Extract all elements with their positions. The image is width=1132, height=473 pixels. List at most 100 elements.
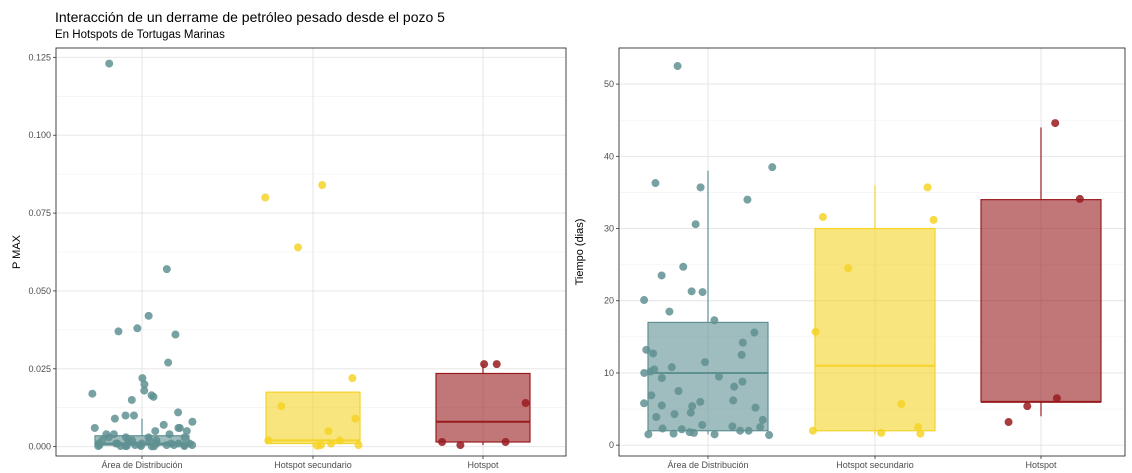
data-point — [171, 330, 180, 339]
x-tick-label: Área de Distribución — [667, 460, 748, 470]
data-point — [700, 358, 709, 367]
box-body — [435, 372, 531, 443]
data-point — [151, 427, 160, 436]
data-point — [729, 396, 738, 405]
box-body — [814, 227, 936, 432]
data-point — [501, 437, 510, 446]
data-point — [698, 288, 707, 297]
data-point — [679, 262, 688, 271]
x-tick-label: Hotspot — [1025, 460, 1057, 470]
data-point — [667, 363, 676, 372]
data-point — [652, 413, 661, 422]
data-point — [750, 328, 759, 337]
data-point — [686, 408, 695, 417]
data-point — [140, 380, 149, 389]
data-point — [669, 429, 678, 438]
data-point — [768, 163, 777, 172]
data-point — [165, 430, 174, 439]
data-point — [765, 431, 774, 440]
data-point — [121, 442, 130, 451]
data-point — [657, 271, 666, 280]
data-point — [710, 430, 719, 439]
data-point — [133, 324, 142, 333]
data-point — [758, 415, 767, 424]
data-point — [137, 442, 146, 451]
data-point — [710, 316, 719, 325]
data-point — [105, 59, 114, 68]
data-point — [658, 424, 667, 433]
data-point — [657, 374, 666, 383]
data-point — [674, 387, 683, 396]
data-point — [877, 428, 886, 437]
data-point — [751, 403, 760, 412]
data-point — [438, 437, 447, 446]
data-point — [90, 423, 99, 432]
panel-border — [55, 47, 567, 457]
data-point — [180, 433, 189, 442]
data-point — [327, 439, 336, 448]
data-point — [738, 338, 747, 347]
y-tick-label: 0.025 — [28, 364, 51, 374]
y-tick-label: 10 — [604, 368, 614, 378]
y-tick-label: 40 — [604, 151, 614, 161]
data-point — [88, 389, 97, 398]
data-point — [159, 420, 168, 429]
data-point — [808, 426, 817, 435]
x-tick-label: Hotspot secundario — [274, 460, 352, 470]
data-point — [714, 372, 723, 381]
data-point — [162, 265, 171, 274]
data-point — [736, 426, 745, 435]
data-point — [121, 411, 130, 420]
data-point — [647, 391, 656, 400]
data-point — [456, 441, 465, 450]
data-point — [104, 433, 113, 442]
data-point — [673, 62, 682, 71]
data-point — [480, 360, 489, 369]
data-point — [348, 374, 357, 383]
data-point — [294, 243, 303, 252]
data-point — [644, 430, 653, 439]
data-point — [689, 428, 698, 437]
y-tick-label: 20 — [604, 296, 614, 306]
data-point — [1004, 418, 1013, 427]
data-point — [696, 183, 705, 192]
data-point — [114, 327, 123, 336]
y-tick-label: 50 — [604, 79, 614, 89]
data-point — [162, 441, 171, 450]
data-point — [335, 436, 344, 445]
y-tick-label: 0.075 — [28, 208, 51, 218]
data-point — [640, 368, 649, 377]
data-point — [738, 377, 747, 386]
data-point — [744, 426, 753, 435]
data-point — [728, 422, 737, 431]
data-point — [844, 264, 853, 273]
x-tick-label: Área de Distribución — [101, 460, 182, 470]
panel-tiempo: 0 10 20 30 40 50 Área de Distribución Hotspot s… — [574, 47, 1126, 470]
data-point — [1051, 119, 1060, 128]
y-tick-label: 0.050 — [28, 286, 51, 296]
data-point — [169, 441, 178, 450]
data-point — [696, 397, 705, 406]
data-point — [180, 442, 189, 451]
data-point — [687, 287, 696, 296]
data-point — [640, 296, 649, 305]
data-point — [188, 441, 197, 450]
data-point — [1023, 402, 1032, 411]
data-point — [147, 442, 156, 451]
data-point — [492, 360, 501, 369]
data-point — [642, 345, 651, 354]
chart-title: Interacción de un derrame de petróleo pe… — [55, 9, 445, 25]
data-point — [916, 429, 925, 438]
data-point — [743, 195, 752, 204]
data-point — [730, 382, 739, 391]
box-body — [647, 321, 769, 432]
data-point — [688, 402, 697, 411]
data-point — [657, 401, 666, 410]
data-point — [318, 181, 327, 190]
panel-p-max: 0.000 0.025 0.050 0.075 0.100 0.125 Área de Di… — [11, 47, 567, 470]
data-point — [897, 400, 906, 409]
y-axis-label: P MAX — [11, 234, 23, 269]
box-body — [980, 199, 1102, 403]
data-point — [646, 367, 655, 376]
data-point — [324, 427, 333, 436]
